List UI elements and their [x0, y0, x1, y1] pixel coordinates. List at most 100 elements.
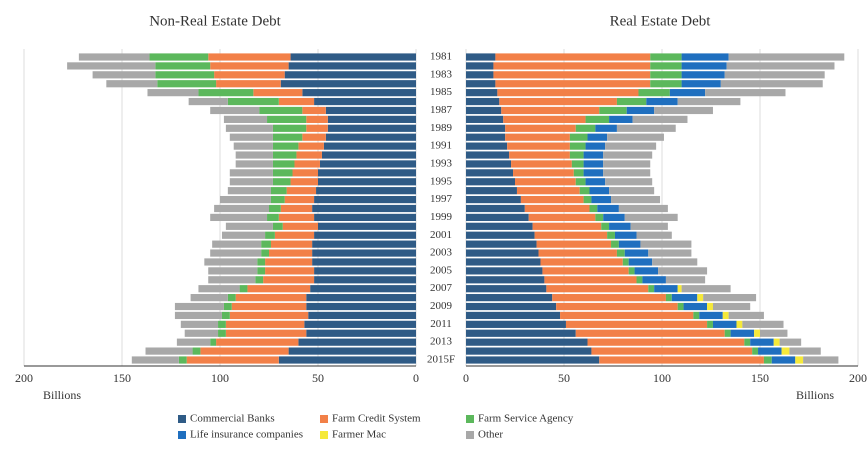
bar-segment: [726, 62, 835, 70]
bar-segment: [210, 62, 289, 70]
bar-segment: [760, 329, 788, 337]
bar-segment: [624, 213, 678, 222]
bar-segment: [591, 347, 753, 355]
bar-segment: [198, 285, 240, 293]
bar-segment: [652, 258, 698, 266]
bar-segment: [501, 106, 600, 115]
bar-segment: [634, 267, 659, 275]
bar-segment: [591, 195, 612, 204]
left-axis-label: Billions: [43, 388, 81, 402]
bar-segment: [583, 195, 592, 204]
bar-segment: [280, 80, 416, 88]
year-label: 1983: [430, 68, 453, 80]
bar-segment: [752, 347, 759, 355]
year-label: 1991: [430, 140, 452, 152]
bar-segment: [628, 258, 653, 266]
bar-segment: [67, 62, 156, 70]
bar-segment: [603, 213, 625, 222]
bar-segment: [149, 53, 209, 61]
bar-segment: [270, 187, 287, 195]
bar-segment: [318, 178, 416, 186]
bar-segment: [542, 267, 629, 275]
bar-segment: [221, 231, 266, 239]
bar-segment: [622, 258, 629, 266]
bar-segment: [603, 151, 653, 159]
bar-segment: [229, 169, 273, 177]
bar-segment: [758, 347, 782, 355]
bar-segment: [298, 338, 416, 346]
bar-segment: [528, 213, 596, 222]
bar-segment: [605, 142, 657, 150]
bar-segment: [106, 80, 158, 88]
bar-segment: [466, 187, 517, 195]
bar-segment: [505, 133, 570, 141]
bar-segment: [603, 169, 651, 177]
bar-segment: [265, 231, 275, 239]
bar-segment: [505, 124, 576, 132]
bar-segment: [640, 240, 692, 248]
bar-segment: [327, 115, 416, 123]
bar-segment: [681, 71, 725, 79]
bar-segment: [677, 302, 684, 311]
bar-segment: [609, 115, 633, 123]
bar-segment: [280, 204, 313, 213]
right-title: Real Estate Debt: [610, 13, 712, 29]
bar-segment: [583, 169, 604, 177]
bar-segment: [587, 133, 608, 141]
year-label: 2009: [430, 300, 453, 312]
bar-segment: [585, 142, 606, 150]
bar-segment: [573, 169, 584, 177]
bar-segment: [611, 195, 661, 204]
bar-segment: [131, 356, 179, 364]
bar-segment: [601, 222, 610, 230]
bar-segment: [585, 115, 610, 123]
x-tick-label: 0: [413, 371, 419, 385]
bar-segment: [235, 151, 273, 159]
bar-segment: [210, 249, 262, 257]
bar-segment: [589, 187, 610, 195]
bar-segment: [267, 213, 279, 222]
bar-segment: [265, 267, 315, 275]
bar-segment: [208, 267, 258, 275]
bar-segment: [466, 204, 525, 213]
bar-segment: [754, 329, 760, 337]
bar-segment: [145, 347, 193, 355]
bar-segment: [208, 276, 256, 284]
year-label: 1985: [430, 86, 453, 98]
bar-segment: [306, 115, 328, 123]
bar-segment: [304, 320, 416, 328]
bar-segment: [707, 320, 713, 328]
bar-segment: [583, 160, 604, 168]
bar-segment: [579, 187, 590, 195]
bar-segment: [587, 338, 745, 346]
bar-segment: [278, 213, 315, 222]
bar-segment: [536, 240, 612, 248]
bar-segment: [665, 294, 672, 302]
bar-segment: [306, 124, 328, 132]
bar-segment: [750, 338, 774, 346]
bar-segment: [493, 71, 651, 79]
bar-segment: [223, 115, 268, 123]
bar-segment: [267, 115, 307, 123]
bar-segment: [524, 204, 590, 213]
bar-segment: [569, 151, 584, 159]
bar-segment: [214, 71, 285, 79]
legend-swatch: [178, 431, 186, 439]
bar-segment: [225, 320, 305, 328]
bar-segment: [658, 267, 708, 275]
bar-segment: [227, 187, 271, 195]
bar-segment: [227, 294, 236, 302]
bar-segment: [730, 329, 755, 337]
bar-segment: [278, 97, 315, 106]
bar-segment: [585, 178, 606, 186]
bar-segment: [618, 204, 668, 213]
bar-segment: [744, 338, 751, 346]
bar-segment: [513, 169, 574, 177]
bar-segment: [742, 320, 784, 328]
bar-segment: [707, 302, 713, 311]
bar-segment: [560, 311, 694, 320]
bar-segment: [538, 249, 617, 257]
bar-segment: [720, 80, 823, 88]
bar-segment: [318, 222, 416, 230]
year-label: 1995: [430, 175, 453, 187]
